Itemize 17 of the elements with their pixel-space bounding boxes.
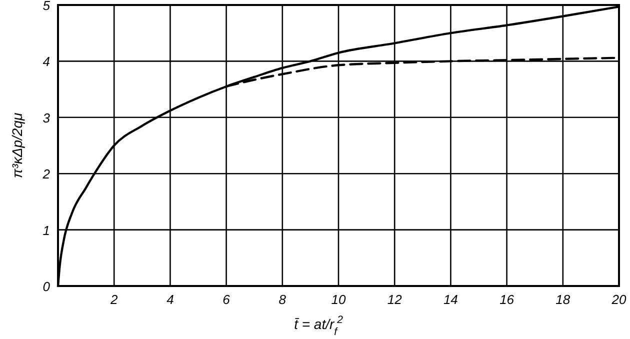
x-tick-label: 14 [443, 292, 458, 307]
x-tick-label: 8 [278, 292, 287, 307]
x-tick-label: 20 [610, 292, 627, 307]
x-tick-label: 12 [387, 292, 403, 307]
x-tick-label: 6 [222, 292, 231, 307]
x-tick-label: 16 [500, 292, 515, 307]
y-tick-label: 1 [42, 222, 50, 238]
y-tick-label: 5 [42, 0, 51, 13]
x-tick-label: 4 [166, 292, 174, 307]
y-axis-title: π³κΔp/2qμ [9, 112, 25, 178]
x-tick-label: 2 [109, 292, 118, 307]
y-tick-label: 4 [42, 54, 50, 70]
y-tick-label: 2 [42, 166, 51, 182]
y-tick-label: 0 [42, 279, 51, 294]
y-tick-label: 3 [42, 110, 51, 126]
x-tick-label: 18 [556, 292, 571, 307]
x-tick-label: 10 [331, 292, 346, 307]
